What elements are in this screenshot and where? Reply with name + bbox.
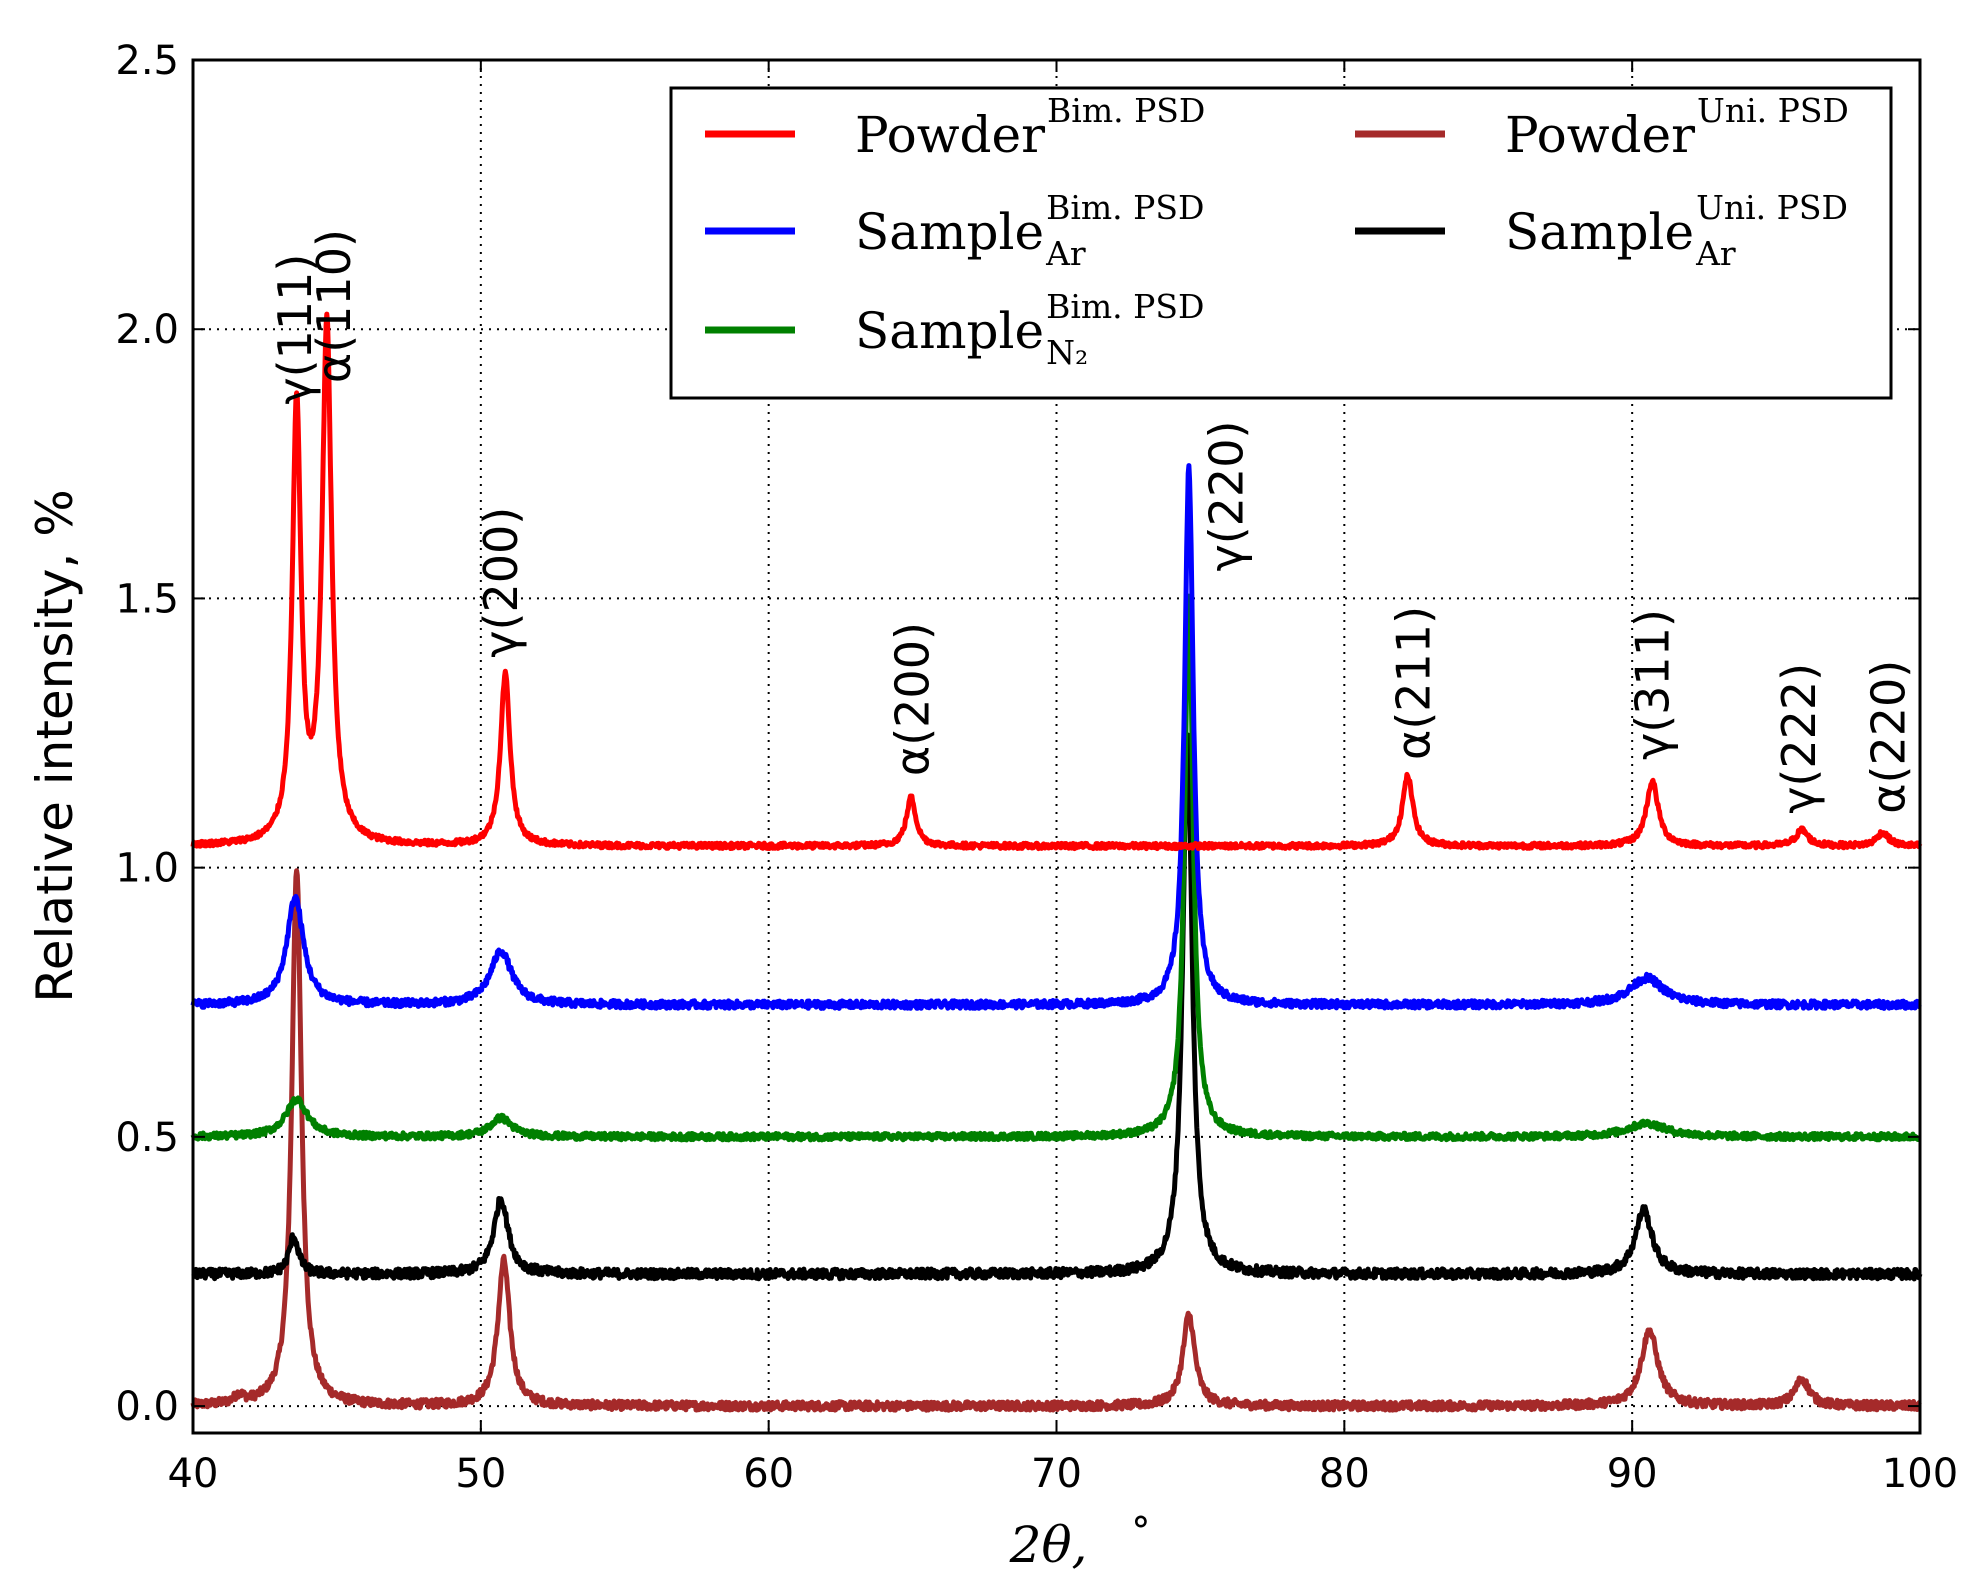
series-line — [190, 463, 1922, 1011]
legend-superscript: Uni. PSD — [1696, 188, 1848, 227]
x-axis-title-variable: 2θ, — [1009, 1516, 1088, 1574]
legend-subscript: N₂ — [1046, 333, 1088, 372]
x-tick-label: 60 — [743, 1451, 794, 1497]
peak-label: γ(200) — [474, 507, 528, 658]
x-tick-label: 40 — [168, 1451, 219, 1497]
y-tick-label: 1.5 — [115, 576, 179, 622]
peak-label: γ(220) — [1199, 421, 1253, 572]
y-tick-label: 2.0 — [115, 307, 179, 353]
x-tick-label: 100 — [1882, 1451, 1958, 1497]
peak-label: γ(222) — [1772, 663, 1826, 814]
legend-label: Powder — [855, 106, 1045, 164]
peak-label: α(211) — [1386, 606, 1440, 760]
legend-label: Sample — [855, 302, 1044, 360]
axis-ticks: 40 50 60 70 80 90 100 0.0 0.5 1.0 1.5 2.0 2.5 — [115, 38, 1958, 1497]
legend-box — [669, 86, 1893, 400]
grid-lines — [193, 60, 1920, 1433]
y-tick-label: 0.0 — [115, 1384, 179, 1430]
legend-subscript: Ar — [1045, 234, 1086, 273]
legend-label: Sample — [1505, 203, 1694, 261]
peak-label: γ(111) — [268, 254, 322, 405]
series-line — [190, 311, 1923, 852]
x-axis-title: 2θ, ° — [1009, 1509, 1151, 1574]
x-axis-title-unit: ° — [1131, 1509, 1150, 1553]
legend-superscript: Bim. PSD — [1047, 91, 1205, 130]
peak-label: γ(311) — [1625, 609, 1679, 760]
series-line — [191, 732, 1923, 1282]
legend-superscript: Bim. PSD — [1046, 188, 1204, 227]
y-tick-label: 0.5 — [115, 1115, 179, 1161]
x-tick-label: 50 — [455, 1451, 506, 1497]
legend-label: Sample — [855, 203, 1044, 261]
peak-label: α(200) — [886, 622, 940, 776]
legend-subscript: Ar — [1695, 234, 1736, 273]
peak-label: α(220) — [1861, 660, 1915, 814]
y-tick-label: 2.5 — [115, 38, 179, 84]
legend-label: Powder — [1505, 106, 1695, 164]
legend-superscript: Bim. PSD — [1046, 287, 1204, 326]
y-axis-title: Relative intensity, % — [26, 489, 84, 1003]
peak-label: α(110) — [307, 229, 361, 383]
series-layer — [190, 311, 1923, 1413]
series-line — [190, 593, 1922, 1143]
x-tick-label: 90 — [1607, 1451, 1658, 1497]
peak-annotations: γ(111)α(110) γ(200) α(200) γ(220) α(211) γ(31… — [268, 229, 1915, 814]
series-line — [190, 868, 1922, 1413]
legend-superscript: Uni. PSD — [1697, 91, 1849, 130]
y-tick-label: 1.0 — [115, 846, 179, 892]
x-tick-label: 70 — [1031, 1451, 1082, 1497]
x-tick-label: 80 — [1319, 1451, 1370, 1497]
